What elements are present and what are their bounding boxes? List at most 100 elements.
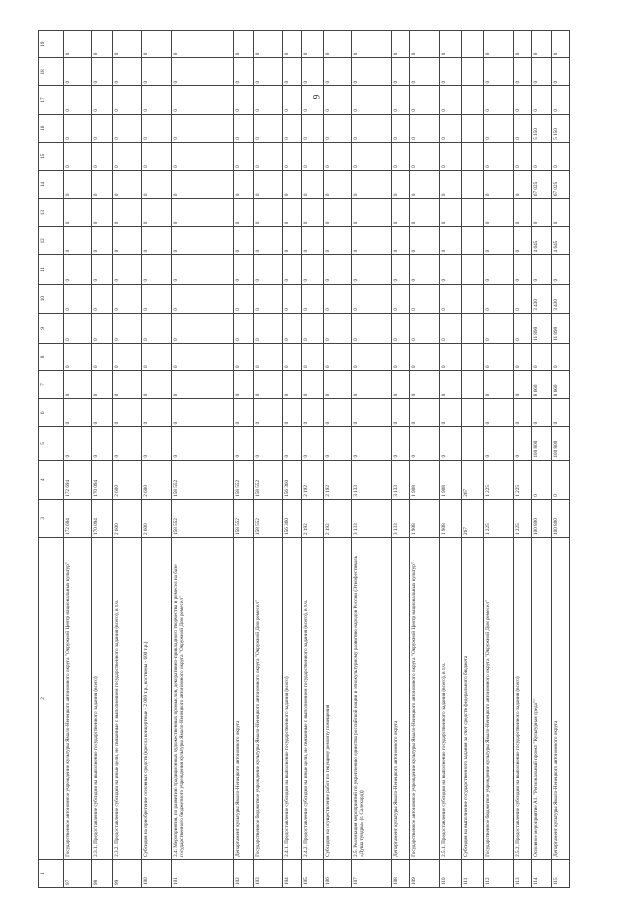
value-cell: 0 — [282, 30, 302, 58]
value-cell: 0 — [439, 343, 462, 371]
value-cell: 0 — [91, 114, 113, 143]
column-header: 3 — [38, 499, 64, 538]
value-cell: 0 — [91, 30, 113, 58]
value-cell: 0 — [323, 426, 352, 461]
value-cell: 0 — [513, 30, 532, 58]
value-cell: 0 — [551, 254, 570, 285]
value-cell: 0 — [233, 284, 254, 314]
column-header: 1 — [38, 859, 64, 888]
value-cell: 0 — [282, 226, 302, 255]
table-row: 113 2.5.2. Предоставление субсидии на вып… — [513, 30, 532, 888]
value-cell: 0 — [301, 198, 324, 227]
value-cell: 0 — [323, 370, 352, 399]
column-header: 8 — [38, 343, 64, 371]
column-header: 5 — [38, 426, 64, 461]
value-cell: 0 — [233, 170, 254, 199]
row-number: 103 — [253, 859, 283, 888]
value-cell: 158 552 — [233, 460, 254, 500]
value-cell — [461, 284, 484, 314]
table-row: 100 Субсидия на приобретение основных сре… — [141, 30, 172, 888]
row-number: 104 — [282, 859, 302, 888]
value-cell: 0 — [171, 170, 234, 199]
value-cell: 0 — [253, 198, 283, 227]
value-cell: 3 133 — [391, 460, 410, 500]
column-header: 12 — [38, 226, 64, 255]
value-cell: 0 — [513, 226, 532, 255]
value-cell: 0 — [409, 426, 440, 461]
value-cell: 0 — [483, 226, 514, 255]
table-row: 112 Государственное бюджетное учреждение … — [483, 30, 514, 888]
value-cell: 0 — [391, 85, 410, 115]
value-cell: 0 — [301, 57, 324, 86]
value-cell: 0 — [323, 114, 352, 143]
value-cell: 0 — [513, 142, 532, 171]
column-header: 16 — [38, 114, 64, 143]
value-cell: 0 — [233, 370, 254, 399]
value-cell: 3 133 — [351, 460, 392, 500]
value-cell: 0 — [409, 170, 440, 199]
value-cell: 2 192 — [323, 499, 352, 538]
value-cell: 0 — [171, 313, 234, 344]
row-name: Субсидия на приобретение основных средст… — [141, 537, 172, 860]
value-cell: 0 — [391, 170, 410, 199]
value-cell: 0 — [141, 254, 172, 285]
value-cell: 0 — [351, 142, 392, 171]
value-cell: 0 — [531, 30, 552, 58]
value-cell: 0 — [233, 254, 254, 285]
value-cell: 0 — [351, 85, 392, 115]
column-header: 4 — [38, 460, 64, 500]
value-cell: 0 — [301, 284, 324, 314]
value-cell: 0 — [551, 30, 570, 58]
value-cell: 0 — [112, 313, 142, 344]
value-cell: 0 — [91, 426, 113, 461]
value-cell: 0 — [531, 254, 552, 285]
table-row: 114 Основное мероприятие A1. "Региональны… — [531, 30, 552, 888]
value-cell: 0 — [63, 142, 92, 171]
value-cell: 0 — [171, 57, 234, 86]
value-cell: 0 — [351, 57, 392, 86]
row-name: Департамент культуры Ямало-Ненецкого авт… — [233, 537, 254, 860]
value-cell: 0 — [91, 226, 113, 255]
value-cell: 0 — [282, 57, 302, 86]
value-cell: 0 — [233, 85, 254, 115]
value-cell: 0 — [483, 370, 514, 399]
value-cell: 4 645 — [531, 226, 552, 255]
value-cell: 0 — [91, 370, 113, 399]
row-number: 105 — [301, 859, 324, 888]
value-cell: 0 — [409, 114, 440, 143]
value-cell: 0 — [351, 170, 392, 199]
value-cell: 0 — [323, 30, 352, 58]
value-cell: 0 — [409, 226, 440, 255]
table-row: 104 2.4.1. Предоставление субсидии на вып… — [282, 30, 302, 888]
value-cell: 0 — [171, 284, 234, 314]
value-cell: 0 — [141, 426, 172, 461]
value-cell: 0 — [282, 170, 302, 199]
value-cell: 0 — [282, 370, 302, 399]
value-cell: 0 — [351, 114, 392, 143]
value-cell — [461, 313, 484, 344]
value-cell: 0 — [551, 398, 570, 427]
value-cell — [461, 114, 484, 143]
value-cell: 0 — [409, 343, 440, 371]
value-cell: 0 — [301, 398, 324, 427]
table-row: 110 2.5.1. Предоставление субсидии на вып… — [439, 30, 462, 888]
value-cell: 0 — [531, 57, 552, 86]
value-cell: 267 — [461, 499, 484, 538]
value-cell: 0 — [531, 398, 552, 427]
value-cell: 0 — [253, 398, 283, 427]
value-cell: 0 — [63, 57, 92, 86]
value-cell: 0 — [391, 114, 410, 143]
value-cell: 0 — [282, 142, 302, 171]
value-cell: 0 — [233, 343, 254, 371]
value-cell: 172 694 — [63, 499, 92, 538]
value-cell: 0 — [141, 85, 172, 115]
value-cell: 0 — [301, 313, 324, 344]
value-cell: 0 — [439, 198, 462, 227]
row-name: Департамент культуры Ямало-Ненецкого авт… — [551, 537, 570, 860]
value-cell: 0 — [301, 343, 324, 371]
row-name: 2.5.2. Предоставление субсидии на выполн… — [513, 537, 532, 860]
value-cell: 0 — [171, 114, 234, 143]
value-cell: 0 — [439, 426, 462, 461]
value-cell: 0 — [63, 114, 92, 143]
column-header: 17 — [38, 85, 64, 115]
